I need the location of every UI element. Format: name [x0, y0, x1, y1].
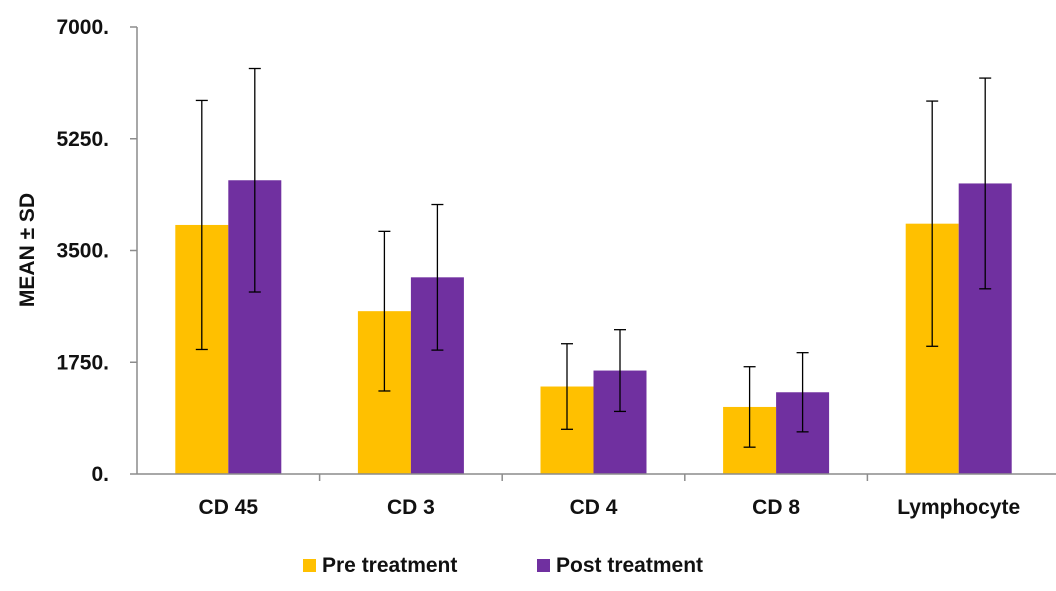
y-tick-label: 1750. — [56, 351, 109, 374]
axes — [136, 27, 1056, 481]
x-category-label: CD 45 — [199, 496, 259, 519]
legend-pre-swatch — [303, 559, 316, 572]
x-axis-labels: CD 45 CD 3 CD 4 CD 8 Lymphocyte — [199, 496, 1021, 519]
bars — [175, 180, 1012, 474]
y-tick-label: 0. — [91, 463, 109, 486]
legend-post-swatch — [537, 559, 550, 572]
x-category-label: CD 3 — [387, 496, 435, 519]
y-tick-label: 3500. — [56, 240, 109, 263]
y-tick-label: 5250. — [56, 128, 109, 151]
x-category-label: CD 8 — [752, 496, 800, 519]
y-axis-ticks: 0. 1750. 3500. 5250. 7000. — [56, 16, 137, 486]
y-axis-title: MEAN ± SD — [16, 193, 39, 307]
x-category-label: Lymphocyte — [897, 496, 1020, 519]
legend: Pre treatment Post treatment — [303, 554, 703, 577]
y-tick-label: 7000. — [56, 16, 109, 39]
legend-post-label: Post treatment — [556, 554, 703, 577]
x-category-label: CD 4 — [570, 496, 618, 519]
error-bars — [195, 67, 992, 448]
legend-pre-label: Pre treatment — [322, 554, 457, 577]
